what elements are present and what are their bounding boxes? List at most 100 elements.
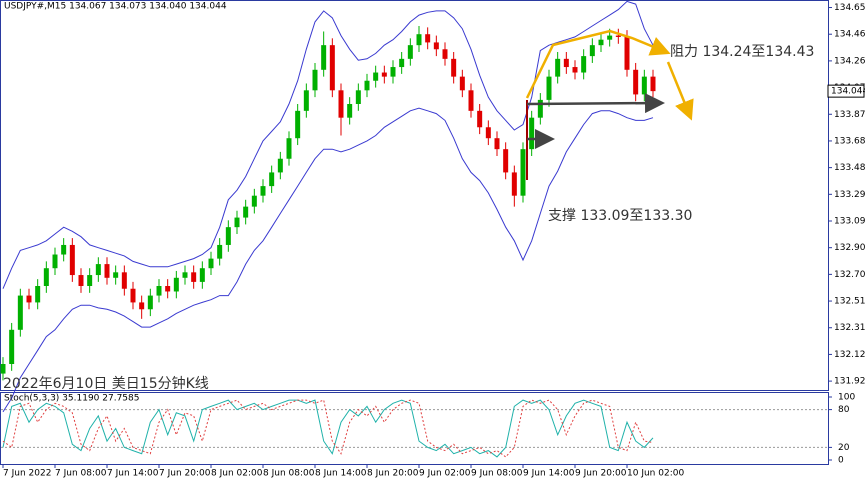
stoch-panel: 0 20 80 100	[1, 393, 855, 466]
candle-body	[511, 172, 517, 196]
drawings	[525, 29, 694, 180]
bollinger-band	[2, 107, 654, 413]
candle-body	[477, 110, 483, 128]
candle-body	[615, 35, 621, 37]
candle-body	[494, 138, 500, 150]
candle-body	[243, 206, 249, 218]
candle-body	[425, 34, 431, 43]
y-tick-label: 132.510	[834, 297, 865, 307]
candle-body	[269, 172, 275, 187]
candle-body	[130, 288, 136, 303]
candle-body	[416, 34, 422, 46]
price-frame	[0, 0, 829, 391]
candle-body	[633, 69, 639, 95]
candle-body	[69, 244, 75, 276]
candle-body	[451, 58, 457, 77]
y-tick-label: 132.120	[834, 350, 865, 360]
candle-body	[139, 302, 145, 310]
candle-body	[173, 277, 179, 292]
x-tick-label: 8 Jun 08:00	[263, 469, 315, 479]
candle-body	[468, 90, 474, 111]
candle-body	[9, 329, 15, 364]
candle-body	[399, 58, 405, 68]
candle-body	[147, 295, 153, 310]
candle-body	[546, 76, 552, 100]
candle-body	[347, 104, 353, 118]
candle-body	[217, 244, 223, 259]
y-tick-label: 133.680	[834, 136, 865, 146]
indicator-header: Stoch(5,3,3) 35.1190 27.7585	[4, 394, 139, 404]
candle-body	[485, 127, 491, 139]
y-tick-label: 134.460	[834, 30, 865, 40]
candle-body	[364, 80, 370, 91]
y-tick-label: 20	[838, 443, 850, 453]
y-tick-label: 133.290	[834, 190, 865, 200]
candle-body	[113, 272, 119, 278]
candle-body	[43, 268, 49, 286]
y-tick-label: 133.875	[834, 110, 865, 120]
candle-body	[312, 69, 318, 91]
candle-body	[537, 99, 543, 118]
candle-body	[208, 258, 214, 269]
candle-body	[286, 138, 292, 159]
y-tick-label: 132.315	[834, 323, 865, 333]
candle-body	[303, 90, 309, 111]
candle-body	[182, 272, 188, 278]
candle-body	[251, 195, 257, 207]
x-tick-label: 7 Jun 2022	[3, 469, 51, 479]
stoch-line	[2, 399, 654, 458]
stoch-frame	[0, 392, 829, 465]
candle-body	[295, 110, 301, 139]
y-tick-label: 80	[838, 405, 850, 415]
x-tick-label: 9 Jun 02:00	[419, 469, 471, 479]
y-tick-label: 133.485	[834, 163, 865, 173]
candle-body	[61, 244, 67, 255]
candle-body	[563, 58, 569, 68]
candle-body	[355, 90, 361, 104]
bollinger-band	[2, 0, 654, 289]
candle-body	[321, 45, 327, 70]
candle-body	[165, 286, 171, 292]
x-tick-label: 9 Jun 20:00	[575, 469, 627, 479]
x-tick-label: 9 Jun 08:00	[471, 469, 523, 479]
y-tick-label: 0	[838, 456, 844, 466]
candle-body	[529, 117, 535, 150]
candle-body	[52, 254, 58, 269]
candle-body	[581, 56, 587, 73]
forecast-arrow	[666, 61, 694, 121]
y-tick-label: 132.900	[834, 243, 865, 253]
candle-body	[459, 76, 465, 91]
candle-body	[277, 158, 283, 173]
y-tick-label: 132.705	[834, 270, 865, 280]
candle-body	[191, 272, 197, 282]
candle-body	[390, 67, 396, 77]
x-tick-label: 10 Jun 02:00	[627, 469, 684, 479]
candle-body	[225, 227, 231, 245]
symbol-header: USDJPY#,M15 134.067 134.073 134.040 134.…	[4, 2, 227, 12]
candle-body	[156, 286, 162, 296]
candle-body	[520, 149, 526, 196]
candle-body	[95, 264, 101, 276]
x-tick-label: 7 Jun 20:00	[159, 469, 211, 479]
candle-body	[0, 364, 6, 374]
candle-body	[329, 45, 335, 91]
price-marker	[827, 84, 865, 98]
candle-body	[121, 272, 127, 289]
x-tick-label: 8 Jun 20:00	[367, 469, 419, 479]
candle-body	[433, 42, 439, 50]
x-tick-label: 8 Jun 02:00	[211, 469, 263, 479]
candle-body	[199, 268, 205, 282]
candle-body	[87, 275, 93, 286]
candle-body	[589, 45, 595, 57]
candle-body	[234, 217, 240, 228]
y-tick-label: 134.655	[834, 3, 865, 13]
x-tick-label: 9 Jun 14:00	[523, 469, 575, 479]
candle-body	[641, 76, 647, 95]
annotation: 支撑 133.09至133.30	[548, 208, 692, 224]
price-panel: 134.655134.460134.265134.070133.875133.6…	[0, 0, 865, 413]
annotation: 阻力 134.24至134.43	[670, 44, 814, 60]
candle-body	[607, 35, 613, 40]
candle-body	[650, 76, 656, 92]
